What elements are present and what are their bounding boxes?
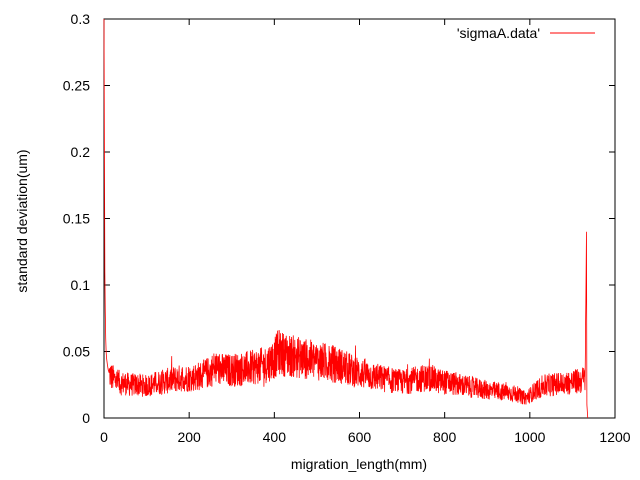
y-tick-label: 0.05 [63,344,90,360]
y-tick-label: 0.15 [63,211,90,227]
legend-label: 'sigmaA.data' [457,25,540,41]
y-tick-label: 0.25 [63,78,90,94]
x-tick-label: 200 [177,429,201,445]
x-tick-label: 800 [433,429,457,445]
series-line [103,18,589,419]
x-axis-label: migration_length(mm) [291,456,427,472]
y-axis-label: standard deviation(um) [14,149,30,292]
x-tick-label: 0 [100,429,108,445]
y-tick-label: 0.1 [71,277,91,293]
x-axis-ticks: 0 200 400 600 800 1000 1200 [100,19,631,445]
series-layer [103,18,589,419]
x-tick-label: 400 [263,429,287,445]
y-tick-label: 0 [82,410,90,426]
x-tick-label: 600 [348,429,372,445]
x-tick-label: 1200 [599,429,630,445]
y-tick-label: 0.3 [71,11,91,27]
plot-frame [103,18,616,419]
y-axis-ticks: 0 0.05 0.1 0.15 0.2 0.25 0.3 [63,11,615,426]
y-tick-label: 0.2 [71,144,91,160]
x-tick-label: 1000 [514,429,545,445]
legend: 'sigmaA.data' [457,25,595,41]
